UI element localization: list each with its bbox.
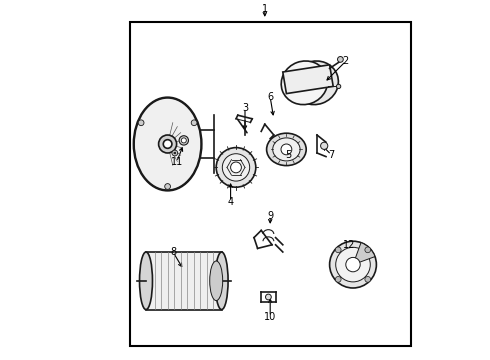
Wedge shape [353, 243, 375, 265]
Text: 2: 2 [343, 56, 349, 66]
Text: 4: 4 [227, 197, 234, 207]
Circle shape [179, 136, 189, 145]
Polygon shape [283, 65, 333, 94]
Text: 8: 8 [170, 247, 176, 257]
Circle shape [346, 257, 360, 272]
Circle shape [266, 294, 271, 300]
Circle shape [138, 120, 144, 126]
Text: 6: 6 [267, 92, 273, 102]
Circle shape [181, 138, 186, 143]
Ellipse shape [267, 133, 306, 166]
Bar [146, 252, 221, 310]
Circle shape [216, 148, 256, 187]
Circle shape [320, 142, 328, 149]
Ellipse shape [273, 138, 300, 161]
Ellipse shape [133, 97, 202, 191]
Circle shape [365, 247, 370, 253]
Circle shape [281, 144, 292, 155]
Text: 5: 5 [285, 150, 292, 160]
Text: 12: 12 [343, 240, 356, 250]
Circle shape [163, 140, 172, 148]
Circle shape [159, 135, 176, 153]
Circle shape [172, 150, 178, 156]
Circle shape [165, 184, 171, 189]
Ellipse shape [140, 252, 152, 310]
Circle shape [191, 120, 197, 126]
Text: 11: 11 [171, 157, 183, 167]
Circle shape [336, 247, 370, 282]
Circle shape [335, 247, 341, 253]
Circle shape [338, 57, 343, 62]
Circle shape [337, 84, 341, 89]
Circle shape [330, 241, 376, 288]
Ellipse shape [215, 252, 228, 310]
Circle shape [222, 154, 250, 181]
Circle shape [365, 276, 370, 282]
Text: 10: 10 [264, 312, 276, 322]
Bar [130, 22, 411, 346]
Text: 3: 3 [242, 103, 248, 113]
Text: 9: 9 [267, 211, 273, 221]
Ellipse shape [210, 261, 222, 301]
Text: 7: 7 [328, 150, 335, 160]
Text: 1: 1 [262, 4, 268, 14]
Ellipse shape [292, 61, 339, 105]
Circle shape [231, 162, 242, 173]
Circle shape [335, 276, 341, 282]
Ellipse shape [281, 61, 328, 105]
